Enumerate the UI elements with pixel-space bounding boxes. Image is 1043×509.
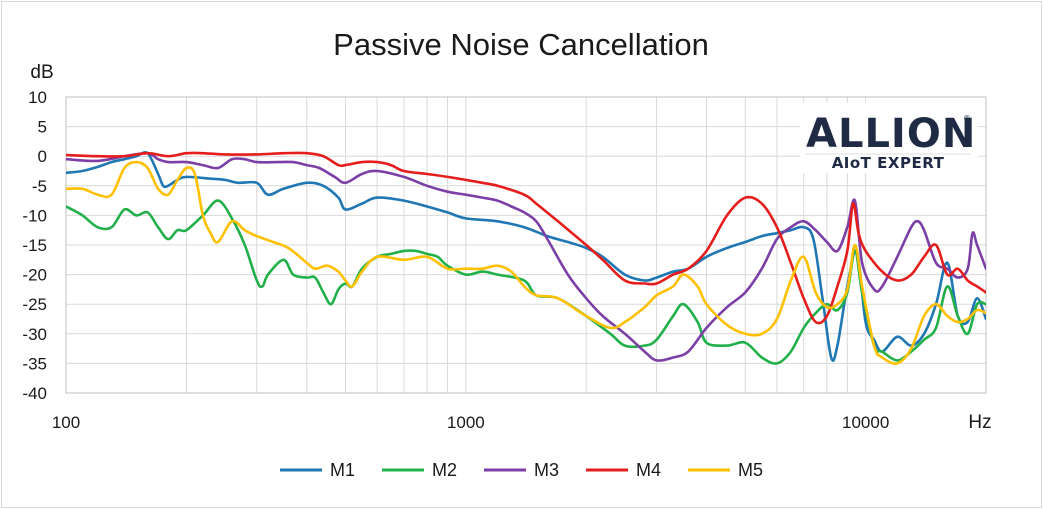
series-group: [66, 151, 986, 365]
y-tick-label: -10: [22, 206, 47, 225]
series-line-m3: [66, 151, 986, 362]
x-tick-label: 100: [52, 413, 80, 432]
logo-brand: ALLION: [806, 111, 976, 157]
y-tick-label: 10: [28, 88, 47, 107]
logo-registered-mark: ®: [963, 114, 971, 123]
y-tick-label: -15: [22, 236, 47, 255]
logo-tagline: AIoT EXPERT: [832, 154, 945, 172]
y-axis-unit-label: dB: [30, 62, 53, 83]
y-tick-label: 5: [38, 118, 47, 137]
legend-label-m5: M5: [738, 460, 763, 480]
series-line-m2: [66, 199, 986, 365]
x-tick-label: 1000: [447, 413, 485, 432]
axes: 10 5 0 -5 -10 -15 -20 -25 -30 -35 -40 100 1000 10000: [22, 88, 889, 432]
x-tick-label: 10000: [842, 413, 889, 432]
legend-label-m3: M3: [534, 460, 559, 480]
x-axis-unit-label: Hz: [968, 412, 991, 433]
plot-border: [65, 96, 987, 394]
legend: M1 M2 M3 M4 M5: [280, 460, 763, 480]
y-tick-label: -5: [32, 177, 47, 196]
y-tick-label: -40: [22, 384, 47, 403]
allion-logo: ALLION ® AIoT EXPERT: [800, 103, 978, 173]
chart-title: Passive Noise Cancellation: [333, 27, 709, 62]
y-tick-label: -35: [22, 354, 47, 373]
legend-label-m4: M4: [636, 460, 661, 480]
series-line-m4: [66, 151, 986, 325]
legend-label-m2: M2: [432, 460, 457, 480]
y-tick-label: -30: [22, 325, 47, 344]
y-tick-label: -25: [22, 295, 47, 314]
y-tick-label: -20: [22, 266, 47, 285]
y-tick-label: 0: [38, 147, 47, 166]
series-line-m5: [66, 160, 986, 365]
legend-label-m1: M1: [330, 460, 355, 480]
